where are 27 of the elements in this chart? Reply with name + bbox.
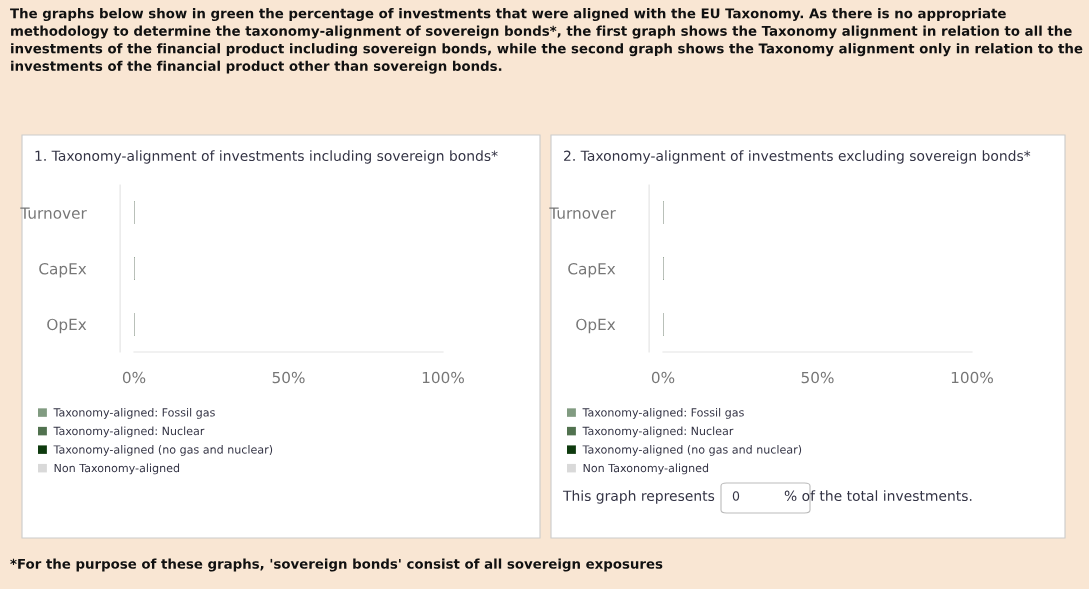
chart-title: 2. Taxonomy-alignment of investments excluding sovereign bonds* xyxy=(564,150,1031,164)
text: 0 xyxy=(732,491,740,501)
legend-label: Taxonomy-aligned: Nuclear xyxy=(582,426,734,438)
text: This graph represents xyxy=(562,490,715,504)
legend-label: Taxonomy-aligned: Fossil gas xyxy=(582,408,744,419)
y-tick-label: OpEx xyxy=(47,318,87,334)
x-tick-label: 100% xyxy=(951,371,993,384)
text: *For the purpose of these graphs, 'sovereign bonds' consist of all sovereign exposures xyxy=(10,558,663,572)
x-tick-label: 100% xyxy=(422,371,464,384)
x-tick-label: 0% xyxy=(122,371,146,384)
legend-label: Non Taxonomy-aligned xyxy=(54,463,180,475)
x-tick-label: 50% xyxy=(272,371,305,384)
y-tick-label: CapEx xyxy=(39,262,87,278)
chart-title: 1. Taxonomy-alignment of investments including sovereign bonds* xyxy=(35,150,498,164)
y-tick-label: Turnover xyxy=(20,207,87,219)
text: The graphs below show in green the percentage of investments that were aligned with the EU Taxonomy. As there is no appropriate methodology to determine the taxonomy-alignment of sovereign bonds*, the first graph shows the Taxonomy alignment in relation to all the investments of the financial product including sovereign bonds, while the second graph shows the Taxonomy alignment only in relation to the investments of the financial product other than sovereign bonds. xyxy=(10,8,1083,74)
y-tick-label: Turnover xyxy=(549,207,616,219)
y-tick-label: CapEx xyxy=(568,262,616,278)
legend-label: Taxonomy-aligned: Fossil gas xyxy=(53,408,215,419)
legend-label: Non Taxonomy-aligned xyxy=(583,463,709,475)
x-tick-label: 0% xyxy=(651,371,675,384)
legend-label: Taxonomy-aligned (no gas and nuclear) xyxy=(53,445,273,456)
legend-label: Taxonomy-aligned: Nuclear xyxy=(53,426,205,438)
legend-label: Taxonomy-aligned (no gas and nuclear) xyxy=(582,445,802,456)
text: % of the total investments. xyxy=(784,490,972,502)
y-tick-label: OpEx xyxy=(576,318,616,334)
x-tick-label: 50% xyxy=(801,371,834,384)
